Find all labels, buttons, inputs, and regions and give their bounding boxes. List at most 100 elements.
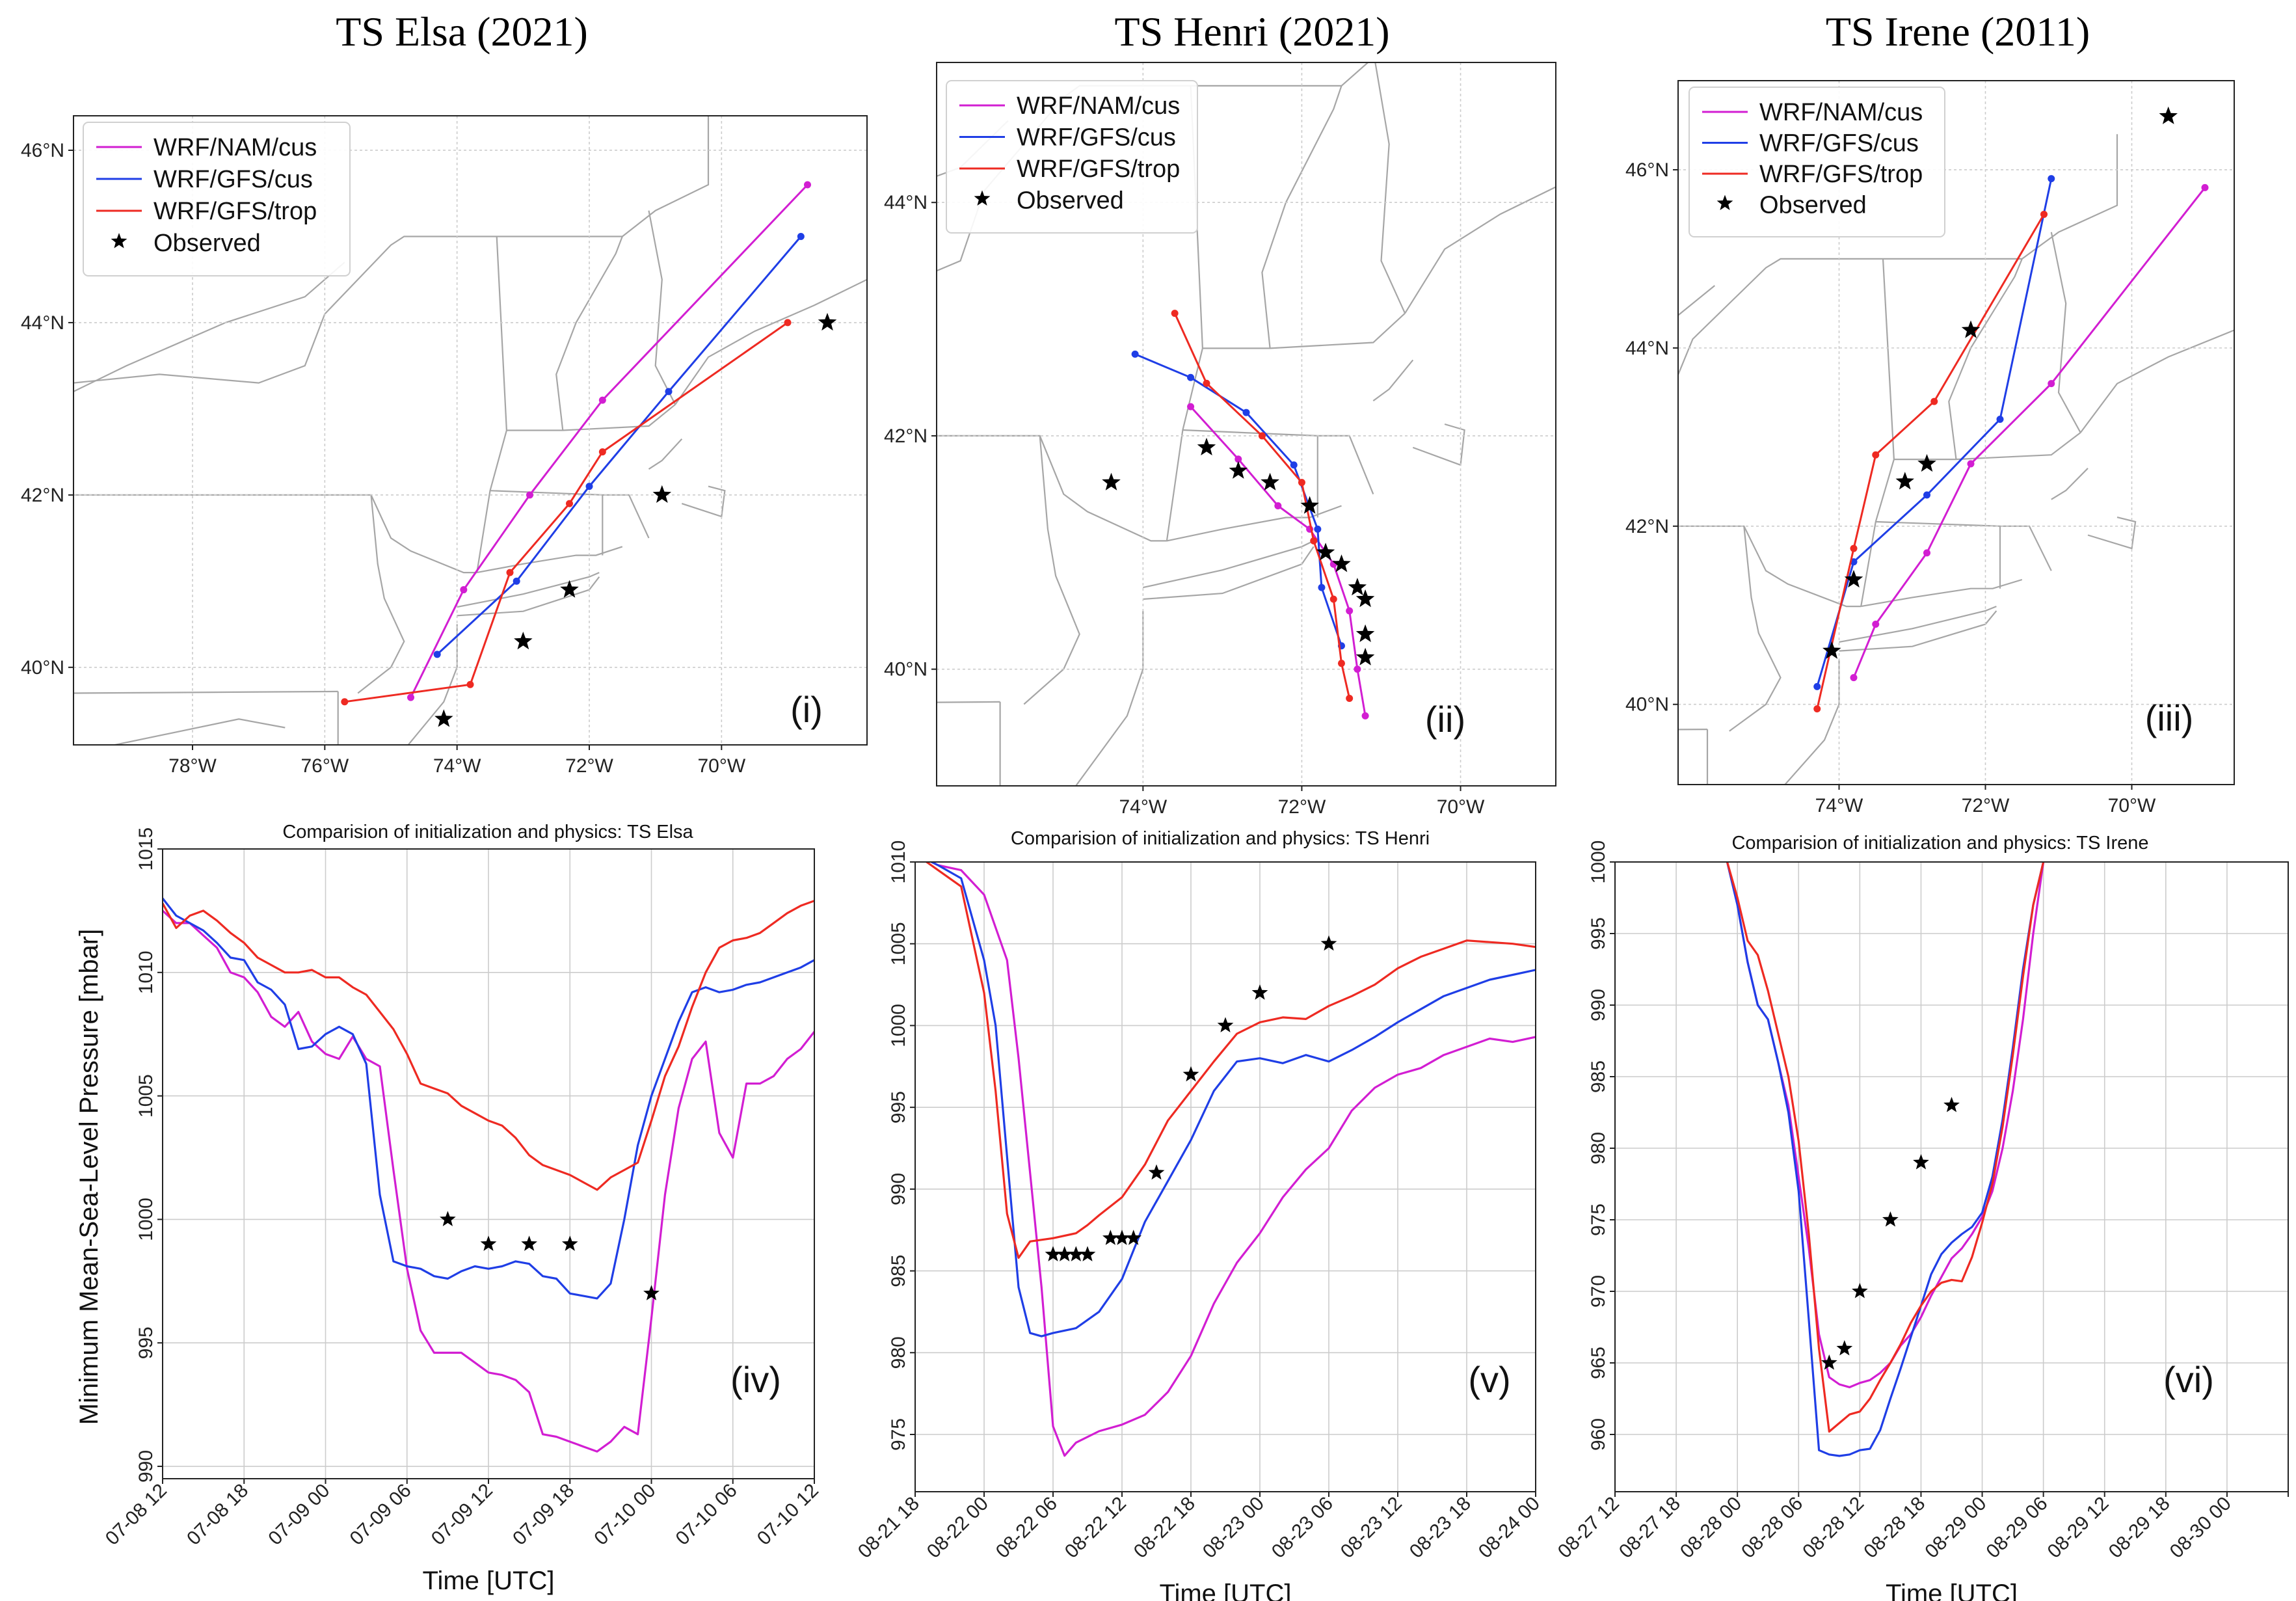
state-border — [2079, 329, 2234, 433]
observed-marker — [1056, 1246, 1073, 1261]
track-point — [2048, 380, 2055, 388]
legend-label: WRF/GFS/cus — [1759, 130, 1919, 157]
track-point — [598, 396, 606, 404]
y-tick-label: 990 — [135, 1450, 157, 1483]
legend-star-icon — [1716, 195, 1733, 210]
observed-marker — [1961, 320, 1981, 338]
track-point — [1813, 705, 1821, 713]
map-frame — [936, 62, 1556, 787]
map-panel-ii: 74°W 72°W 70°W 40°N 42°N 44°N WRF/NAM/cus WRF/G… — [884, 62, 1556, 818]
track-point — [1310, 537, 1318, 545]
track-point — [466, 680, 474, 688]
state-border — [1729, 526, 1782, 732]
x-tick-label: 76°W — [300, 755, 349, 777]
observed-marker — [1316, 543, 1335, 561]
track-point — [1329, 595, 1337, 603]
y-tick-label: 995 — [135, 1326, 157, 1359]
track-point — [526, 491, 533, 499]
panel-label: (ii) — [1425, 699, 1465, 740]
series-line — [924, 862, 1536, 1259]
track-line — [1852, 187, 2206, 679]
state-border — [937, 701, 1000, 703]
y-tick-label: 990 — [888, 1173, 909, 1205]
state-border — [506, 403, 676, 431]
y-tick-label: 995 — [888, 1091, 909, 1123]
observed-marker — [1320, 935, 1337, 951]
observed-marker — [1114, 1230, 1130, 1245]
state-border — [357, 494, 405, 694]
observed-marker — [1821, 1354, 1837, 1370]
x-axis-label: Time [UTC] — [1886, 1580, 2018, 1601]
plot-area — [924, 862, 1536, 1457]
track-point — [2048, 175, 2055, 183]
track-point — [1203, 379, 1210, 387]
series-line — [929, 862, 1536, 1457]
observed-marker — [1355, 589, 1375, 608]
state-border — [1372, 359, 1414, 401]
track-point — [1318, 584, 1326, 591]
observed-marker — [1182, 1066, 1199, 1082]
observed-marker — [1300, 496, 1319, 514]
legend-label: WRF/GFS/cus — [154, 166, 313, 193]
track-point — [585, 483, 593, 491]
y-tick-label: 44°N — [21, 312, 64, 334]
y-tick-label: 40°N — [884, 659, 928, 680]
track-point — [1171, 310, 1179, 317]
observed-marker — [652, 485, 672, 503]
state-border — [1166, 505, 1342, 542]
observed-marker — [521, 1235, 537, 1251]
observed-marker — [1102, 472, 1121, 491]
track-point — [1314, 525, 1322, 533]
track-point — [1298, 479, 1305, 487]
chart-title: Comparision of initialization and physic… — [282, 822, 693, 842]
observed-marker — [1917, 453, 1936, 472]
track-point — [1850, 674, 1858, 682]
state-border — [73, 690, 338, 694]
legend-label: WRF/GFS/trop — [1759, 161, 1923, 188]
observed-marker — [440, 1211, 456, 1226]
state-border — [1143, 546, 1315, 600]
track-point — [506, 569, 514, 576]
track-line — [344, 321, 788, 703]
track-line — [1190, 406, 1367, 716]
track-point — [1290, 461, 1298, 469]
state-border — [555, 236, 623, 431]
plot-area — [1726, 862, 2045, 1457]
y-tick-label: 975 — [888, 1418, 909, 1451]
track-point — [665, 388, 673, 396]
track-point — [1187, 373, 1195, 381]
y-tick-label: 44°N — [1625, 338, 1669, 359]
y-tick-label: 965 — [1588, 1347, 1609, 1379]
x-tick-label: 72°W — [1278, 796, 1326, 818]
storm-title: TS Irene (2011) — [1826, 8, 2090, 55]
observed-marker — [1882, 1211, 1899, 1227]
y-tick-label: 1005 — [888, 922, 909, 965]
state-border — [1023, 435, 1080, 705]
track-point — [1337, 660, 1345, 667]
observed-marker — [480, 1235, 497, 1251]
series-line — [163, 897, 814, 1300]
track-point — [1996, 415, 2004, 423]
state-border — [1202, 312, 1406, 349]
track-point — [1850, 545, 1858, 552]
track-point — [341, 698, 349, 706]
y-tick-label: 40°N — [1625, 694, 1669, 716]
state-border — [2087, 517, 2137, 550]
state-border — [73, 116, 710, 384]
storm-title: TS Henri (2021) — [1114, 8, 1389, 55]
state-border — [407, 624, 458, 745]
y-axis-label: Minimum Mean-Sea-Level Pressure [mbar] — [75, 929, 103, 1425]
track-point — [566, 500, 573, 507]
state-border — [1860, 258, 1895, 607]
state-border — [1783, 660, 1840, 785]
track-point — [1354, 666, 1361, 673]
y-tick-label: 985 — [1588, 1060, 1609, 1093]
track-point — [1258, 432, 1266, 440]
track-point — [407, 693, 414, 701]
state-border — [73, 494, 477, 574]
track-point — [1967, 460, 1975, 468]
plot-frame — [1614, 861, 2289, 1492]
state-border — [457, 576, 600, 617]
state-border — [111, 718, 286, 745]
